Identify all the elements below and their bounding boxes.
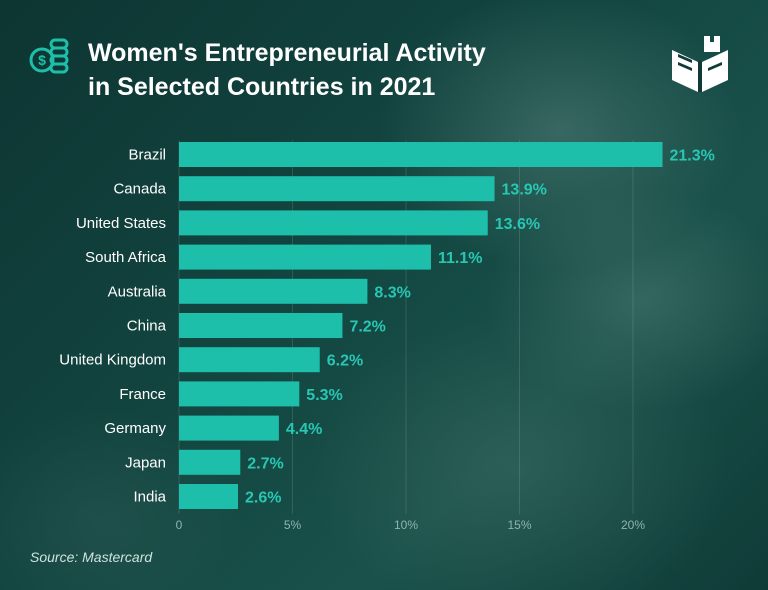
category-label: Australia — [108, 283, 167, 300]
book-castle-logo-icon — [672, 36, 728, 92]
value-label: 8.3% — [374, 284, 410, 301]
value-label: 11.1% — [438, 250, 482, 267]
title-line-2: in Selected Countries in 2021 — [88, 73, 436, 101]
title-line-1: Women's Entrepreneurial Activity — [88, 39, 486, 67]
svg-text:$: $ — [38, 52, 46, 68]
x-tick-label: 10% — [394, 518, 418, 532]
category-label: India — [133, 489, 166, 506]
category-label: South Africa — [85, 249, 167, 266]
value-label: 2.6% — [245, 490, 281, 507]
bar — [179, 244, 431, 270]
category-label: France — [119, 386, 166, 403]
category-label: United Kingdom — [59, 352, 166, 369]
x-tick-label: 0 — [176, 518, 183, 532]
category-label: Germany — [104, 420, 166, 437]
value-label: 6.2% — [327, 353, 363, 370]
bar — [179, 210, 488, 236]
category-label: Brazil — [128, 147, 166, 164]
category-label: United States — [76, 215, 166, 232]
x-tick-label: 15% — [507, 518, 531, 532]
bar — [179, 142, 663, 167]
value-label: 4.4% — [286, 421, 322, 438]
bar — [179, 176, 495, 202]
bar — [179, 484, 239, 509]
money-coins-icon: $ — [29, 38, 69, 74]
chart-title: Women's Entrepreneurial Activity in Sele… — [88, 36, 608, 104]
bar — [179, 449, 241, 475]
value-label: 5.3% — [306, 387, 342, 404]
value-label: 2.7% — [247, 455, 283, 472]
bar — [179, 415, 279, 441]
x-tick-label: 20% — [621, 518, 645, 532]
category-label: Canada — [113, 181, 166, 198]
bar — [179, 381, 300, 407]
value-label: 21.3% — [670, 148, 715, 165]
value-label: 7.2% — [349, 319, 385, 336]
bar — [179, 347, 320, 373]
value-label: 13.6% — [495, 216, 540, 233]
source-note: Source: Mastercard — [30, 549, 153, 565]
bar — [179, 313, 343, 338]
category-label: China — [127, 318, 167, 335]
value-label: 13.9% — [502, 182, 547, 199]
category-label: Japan — [125, 454, 166, 471]
bar — [179, 278, 368, 304]
x-tick-label: 5% — [284, 518, 302, 532]
